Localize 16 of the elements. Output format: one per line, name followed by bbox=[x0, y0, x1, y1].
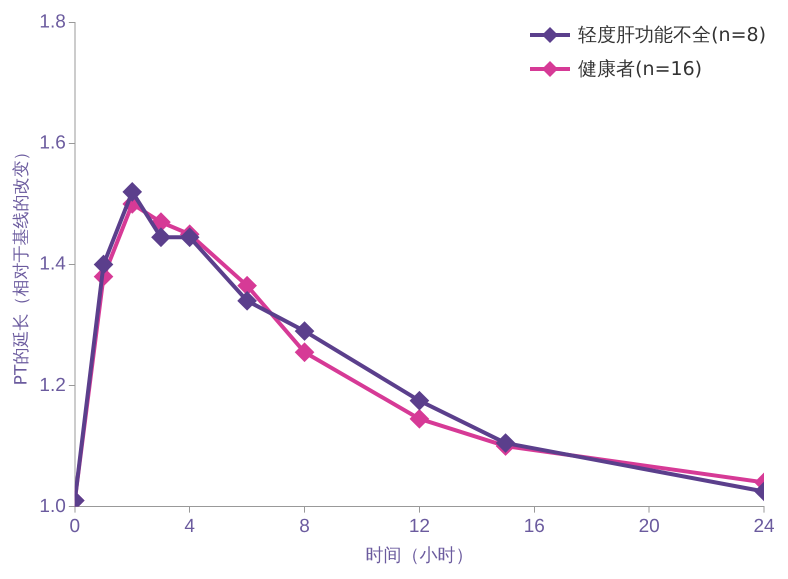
y-axis-title: PT的延长（相对于基线的改变） bbox=[12, 144, 32, 386]
x-axis-title: 时间（小时） bbox=[365, 544, 474, 566]
x-tick-label: 20 bbox=[638, 516, 660, 538]
x-tick-label: 0 bbox=[70, 516, 80, 538]
y-tick-label: 1.4 bbox=[39, 254, 66, 275]
x-tick-label: 4 bbox=[184, 516, 196, 538]
y-tick-label: 1.8 bbox=[39, 12, 66, 33]
legend-label: 轻度肝功能不全(n=8) bbox=[578, 23, 766, 48]
y-tick-label: 1.2 bbox=[39, 374, 66, 396]
x-tick-label: 24 bbox=[753, 516, 775, 538]
x-tick-label: 12 bbox=[408, 516, 430, 538]
legend-label: 健康者(n=16) bbox=[578, 57, 702, 82]
y-tick-label: 1.0 bbox=[39, 496, 66, 517]
x-tick-label: 8 bbox=[299, 516, 310, 538]
y-tick-label: 1.6 bbox=[39, 132, 66, 154]
x-tick-label: 16 bbox=[524, 516, 545, 538]
